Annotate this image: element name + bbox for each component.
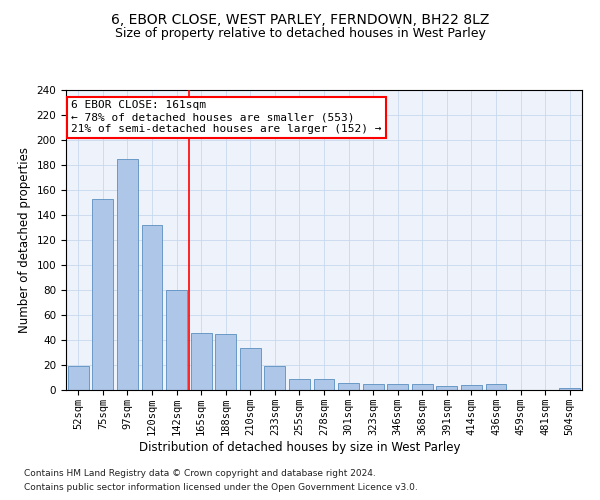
- Y-axis label: Number of detached properties: Number of detached properties: [18, 147, 31, 333]
- Bar: [240, 348, 261, 390]
- Text: Distribution of detached houses by size in West Parley: Distribution of detached houses by size …: [139, 441, 461, 454]
- Bar: [362, 384, 383, 390]
- Bar: [215, 334, 236, 390]
- Bar: [461, 385, 482, 390]
- Bar: [338, 382, 359, 390]
- Bar: [412, 384, 433, 390]
- Bar: [559, 388, 580, 390]
- Bar: [265, 366, 286, 390]
- Text: 6 EBOR CLOSE: 161sqm
← 78% of detached houses are smaller (553)
21% of semi-deta: 6 EBOR CLOSE: 161sqm ← 78% of detached h…: [71, 100, 382, 134]
- Bar: [92, 198, 113, 390]
- Bar: [485, 384, 506, 390]
- Bar: [289, 379, 310, 390]
- Bar: [191, 332, 212, 390]
- Bar: [117, 159, 138, 390]
- Bar: [436, 386, 457, 390]
- Bar: [166, 290, 187, 390]
- Text: Size of property relative to detached houses in West Parley: Size of property relative to detached ho…: [115, 28, 485, 40]
- Text: Contains public sector information licensed under the Open Government Licence v3: Contains public sector information licen…: [24, 484, 418, 492]
- Bar: [314, 379, 334, 390]
- Text: 6, EBOR CLOSE, WEST PARLEY, FERNDOWN, BH22 8LZ: 6, EBOR CLOSE, WEST PARLEY, FERNDOWN, BH…: [111, 12, 489, 26]
- Bar: [142, 225, 163, 390]
- Bar: [387, 384, 408, 390]
- Text: Contains HM Land Registry data © Crown copyright and database right 2024.: Contains HM Land Registry data © Crown c…: [24, 468, 376, 477]
- Bar: [68, 366, 89, 390]
